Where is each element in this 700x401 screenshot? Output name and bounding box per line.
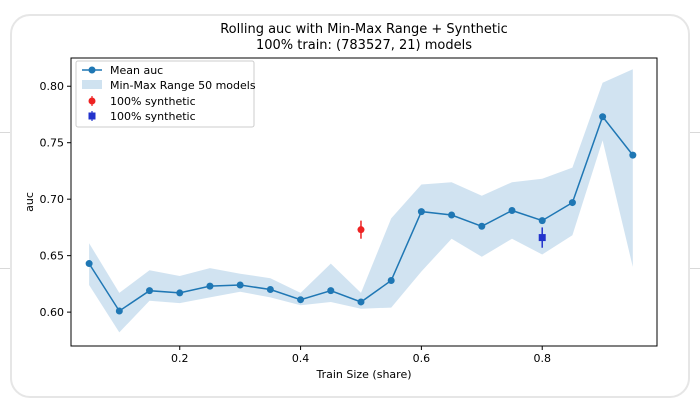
x-tick-label: 0.2 <box>171 352 189 365</box>
y-tick-label: 0.70 <box>40 193 65 206</box>
mean-point <box>236 281 244 289</box>
x-axis-label: Train Size (share) <box>315 368 411 381</box>
plot-area <box>85 69 637 333</box>
mean-point <box>448 211 456 219</box>
legend-syn1-marker <box>88 97 96 105</box>
x-axis: 0.2 0.4 0.6 0.8 <box>171 346 551 365</box>
legend: Mean auc Min-Max Range 50 models 100% sy… <box>75 60 256 128</box>
legend-syn2-marker <box>88 112 96 120</box>
legend-label-synthetic-2: 100% synthetic <box>110 110 196 123</box>
mean-point <box>297 296 305 304</box>
legend-label-synthetic-1: 100% synthetic <box>110 95 196 108</box>
minmax-band <box>89 69 633 333</box>
y-tick-label: 0.80 <box>40 80 65 93</box>
legend-box <box>75 60 255 128</box>
y-tick-label: 0.60 <box>40 306 65 319</box>
legend-range-swatch <box>82 80 102 89</box>
x-tick-label: 0.6 <box>413 352 431 365</box>
mean-point <box>568 199 576 207</box>
mean-point <box>115 307 123 315</box>
legend-mean-marker <box>88 66 96 74</box>
y-axis-label: auc <box>23 192 36 212</box>
mean-point <box>599 113 607 121</box>
mean-point <box>85 260 93 268</box>
mean-point <box>176 289 184 297</box>
mean-point <box>508 206 516 214</box>
legend-label-mean: Mean auc <box>110 64 163 77</box>
x-tick-label: 0.8 <box>533 352 551 365</box>
y-axis: 0.60 0.65 0.70 0.75 0.80 <box>40 80 71 319</box>
mean-point <box>478 222 486 230</box>
axes-frame <box>70 57 658 347</box>
mean-point <box>146 287 154 295</box>
y-tick-label: 0.75 <box>40 137 65 150</box>
mean-point <box>357 298 365 306</box>
mean-point <box>629 151 637 159</box>
synthetic-point-square <box>538 234 546 242</box>
x-tick-label: 0.4 <box>292 352 310 365</box>
mean-point <box>538 217 546 225</box>
chart-subtitle: 100% train: (783527, 21) models <box>256 38 472 53</box>
chart-title: Rolling auc with Min-Max Range + Synthet… <box>220 22 508 37</box>
mean-point <box>327 287 335 295</box>
mean-point <box>206 282 214 290</box>
synthetic-point-circle <box>357 226 365 234</box>
y-tick-label: 0.65 <box>40 250 65 263</box>
legend-label-range: Min-Max Range 50 models <box>110 79 256 92</box>
mean-point <box>266 286 274 294</box>
mean-point <box>417 208 425 216</box>
mean-point <box>387 276 395 284</box>
